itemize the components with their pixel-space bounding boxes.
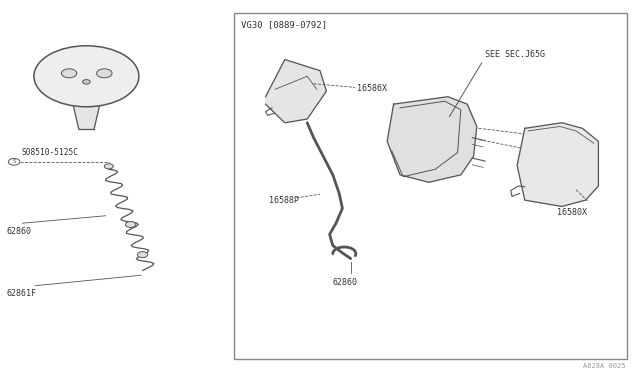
Text: A628A 0025: A628A 0025 [584,363,626,369]
Polygon shape [74,107,99,129]
Text: 62860: 62860 [333,278,358,287]
Text: 16580X: 16580X [557,208,587,217]
Text: VG30 [0889-0792]: VG30 [0889-0792] [241,20,327,29]
Circle shape [8,158,20,165]
Circle shape [138,251,148,257]
Text: SEE SEC.J65G: SEE SEC.J65G [485,50,545,59]
Polygon shape [266,60,326,123]
Circle shape [97,69,112,78]
Circle shape [61,69,77,78]
Polygon shape [517,123,598,206]
Circle shape [83,80,90,84]
Text: S08510-5125C: S08510-5125C [21,148,78,157]
FancyBboxPatch shape [234,13,627,359]
Text: S: S [12,159,16,164]
Text: 62860: 62860 [6,227,31,236]
Text: 16588P: 16588P [269,196,299,205]
Circle shape [104,164,113,169]
Circle shape [34,46,139,107]
Polygon shape [387,97,477,182]
Text: 62861F: 62861F [6,289,36,298]
Circle shape [125,221,136,227]
Text: 16586X: 16586X [357,84,387,93]
